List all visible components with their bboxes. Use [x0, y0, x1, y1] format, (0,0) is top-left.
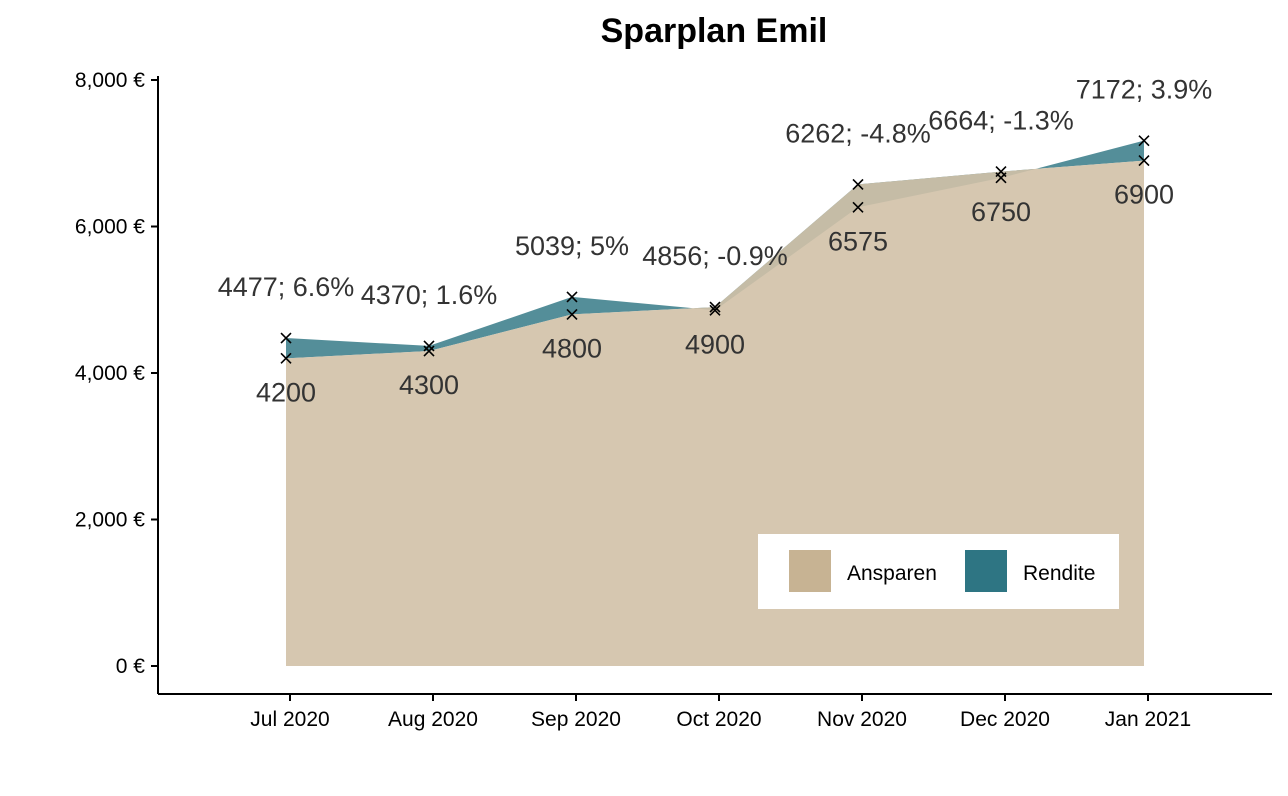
- ansparen-value-label: 6575: [828, 226, 888, 256]
- rendite-value-label: 4856; -0.9%: [642, 241, 788, 271]
- ansparen-marker: [709, 301, 721, 313]
- rendite-marker: [995, 172, 1007, 184]
- ansparen-value-label: 4900: [685, 329, 745, 359]
- x-axis-ticks: Jul 2020 Aug 2020 Sep 2020 Oct 2020 Nov 2020…: [250, 694, 1191, 731]
- rendite-marker: [1138, 135, 1150, 147]
- ansparen-value-label: 4800: [542, 333, 602, 363]
- ansparen-marker: [423, 345, 435, 357]
- ansparen-value-label: 4200: [256, 377, 316, 407]
- rendite-marker: [709, 304, 721, 316]
- ansparen-marker: [280, 352, 292, 364]
- legend: Ansparen Rendite: [758, 534, 1119, 609]
- plot-labels: 4200 4477; 6.6% 4300 4370; 1.6% 4800 5039; 5%…: [218, 75, 1213, 408]
- ansparen-marker: [1138, 155, 1150, 167]
- axes: [157, 76, 1272, 695]
- legend-key-rendite: [965, 550, 1007, 592]
- y-tick-label: 4,000 €: [75, 362, 145, 385]
- y-tick-label: 2,000 €: [75, 509, 145, 532]
- ansparen-value-label: 4300: [399, 370, 459, 400]
- x-tick-label: Jan 2021: [1105, 708, 1191, 731]
- rendite-value-label: 5039; 5%: [515, 231, 629, 261]
- ansparen-value-label: 6750: [971, 197, 1031, 227]
- rendite-value-label: 7172; 3.9%: [1076, 75, 1213, 105]
- x-tick-label: Jul 2020: [250, 708, 329, 731]
- x-tick-label: Oct 2020: [676, 708, 761, 731]
- ansparen-value-label: 6900: [1114, 180, 1174, 210]
- legend-key-ansparen: [789, 550, 831, 592]
- x-tick-label: Sep 2020: [531, 708, 621, 731]
- rendite-marker: [423, 340, 435, 352]
- x-tick-label: Dec 2020: [960, 708, 1050, 731]
- x-tick-label: Nov 2020: [817, 708, 907, 731]
- rendite-value-label: 6262; -4.8%: [785, 118, 931, 148]
- y-axis-ticks: 0 € 2,000 € 4,000 € 6,000 € 8,000 €: [75, 69, 158, 678]
- rendite-marker: [566, 291, 578, 303]
- legend-label-ansparen: Ansparen: [847, 562, 937, 585]
- legend-label-rendite: Rendite: [1023, 562, 1095, 585]
- y-tick-label: 8,000 €: [75, 69, 145, 92]
- y-tick-label: 0 €: [116, 655, 146, 678]
- ansparen-marker: [566, 308, 578, 320]
- plot-markers: [280, 135, 1150, 364]
- y-tick-label: 6,000 €: [75, 216, 145, 239]
- rendite-value-label: 4370; 1.6%: [361, 280, 498, 310]
- x-tick-label: Aug 2020: [388, 708, 478, 731]
- rendite-value-label: 6664; -1.3%: [928, 106, 1074, 136]
- ansparen-marker: [852, 178, 864, 190]
- rendite-value-label: 4477; 6.6%: [218, 272, 355, 302]
- rendite-marker: [280, 332, 292, 344]
- chart-title: Sparplan Emil: [601, 12, 828, 50]
- rendite-marker: [852, 201, 864, 213]
